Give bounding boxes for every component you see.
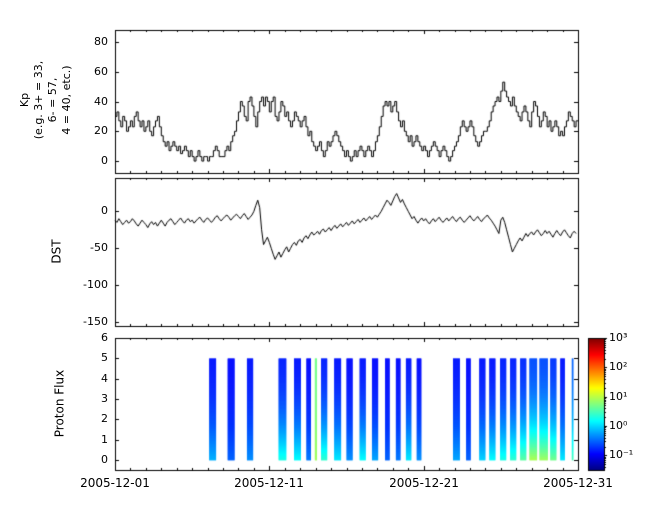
xtick-2005-12-11: 2005-12-11: [234, 476, 304, 490]
dst-ytick-0: 0: [101, 204, 108, 217]
proton-ytick-4: 4: [101, 372, 108, 385]
dst-axis-title: DST: [49, 239, 64, 264]
kp-ytick-40: 40: [94, 95, 108, 108]
proton-axis-title: Proton Flux: [52, 369, 67, 438]
proton-ytick-1: 1: [101, 433, 108, 446]
dst-ytick-m50: -50: [90, 241, 108, 254]
kp-ytick-60: 60: [94, 65, 108, 78]
kp-ytick-0: 0: [101, 154, 108, 167]
xtick-2005-12-31: 2005-12-31: [543, 476, 613, 490]
kp-axis-title-line2: (e.g. 3+ = 33,: [32, 60, 45, 140]
kp-axis-title-line3: 6- = 57,: [46, 77, 59, 123]
colorbar-tick-1e3: 10³: [609, 331, 628, 344]
kp-axis-title-line1: Kp: [18, 92, 31, 108]
kp-ytick-80: 80: [94, 35, 108, 48]
colorbar-tick-1e1: 10¹: [609, 390, 628, 403]
kp-ytick-20: 20: [94, 124, 108, 137]
dst-ytick-m100: -100: [83, 278, 108, 291]
colorbar-tick-1em1: 10⁻¹: [609, 448, 634, 461]
xtick-2005-12-21: 2005-12-21: [389, 476, 459, 490]
colorbar-tick-1e2: 10²: [609, 360, 628, 373]
kp-axis-title: Kp (e.g. 3+ = 33, 6- = 57, 4 = 40, etc.): [18, 25, 78, 175]
xtick-2005-12-01: 2005-12-01: [80, 476, 150, 490]
proton-ytick-3: 3: [101, 392, 108, 405]
proton-ytick-6: 6: [101, 331, 108, 344]
proton-ytick-5: 5: [101, 351, 108, 364]
colorbar-tick-1e0: 10⁰: [609, 419, 628, 432]
proton-ytick-2: 2: [101, 412, 108, 425]
proton-ytick-0: 0: [101, 453, 108, 466]
dst-ytick-m150: -150: [83, 315, 108, 328]
